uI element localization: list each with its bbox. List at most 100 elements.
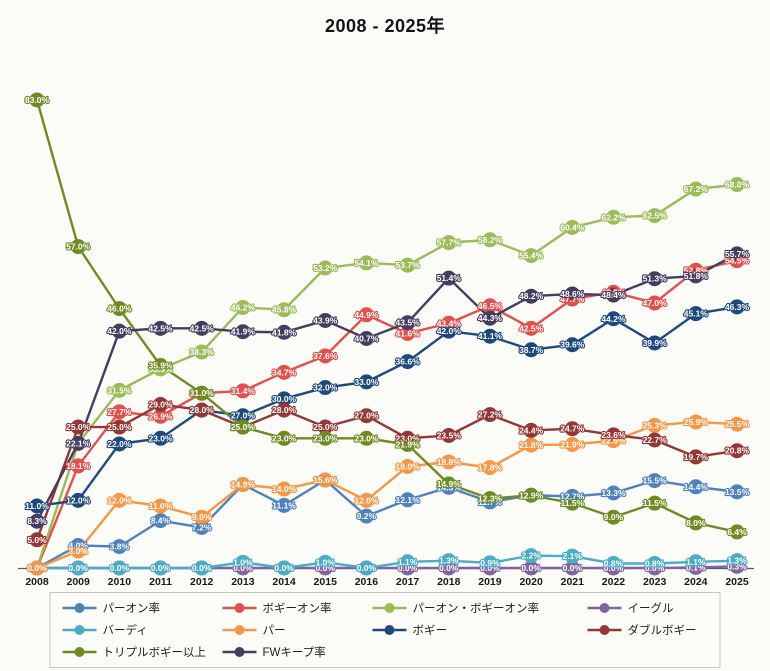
data-label: 42.5% (148, 323, 173, 333)
data-label: 27.2% (478, 410, 503, 420)
data-point (276, 391, 292, 407)
data-label: 0.0% (357, 563, 377, 573)
data-point (153, 396, 169, 412)
data-label: 25.5% (725, 419, 750, 429)
data-label: 1.3% (439, 556, 459, 566)
data-label: 8.0% (686, 518, 706, 528)
data-label: 46.3% (725, 302, 750, 312)
legend-marker-icon (62, 647, 97, 657)
data-label: 17.8% (478, 463, 503, 473)
data-label: 25.0% (231, 422, 256, 432)
data-point (70, 239, 86, 255)
legend-item: ボギーオン率 (222, 600, 373, 616)
data-point (111, 436, 127, 452)
data-label: 48.6% (560, 289, 585, 299)
data-label: 12.1% (396, 495, 421, 505)
data-point (111, 301, 127, 317)
data-point (235, 477, 251, 493)
series-line (35, 478, 739, 570)
data-label: 0.0% (480, 563, 500, 573)
data-point (194, 402, 210, 418)
series-line (35, 252, 739, 523)
data-label: 31.0% (190, 388, 215, 398)
data-point (317, 430, 333, 446)
data-point (523, 248, 539, 264)
data-point (29, 513, 45, 529)
data-point (29, 92, 45, 108)
data-label: 2.2% (521, 551, 541, 561)
data-label: 27.0% (231, 411, 256, 421)
data-point (482, 491, 498, 507)
data-label: 53.7% (396, 260, 421, 270)
data-label: 14.0% (272, 484, 297, 494)
data-label: 21.8% (519, 440, 544, 450)
data-point (358, 307, 374, 323)
data-point (70, 435, 86, 451)
data-label: 3.8% (110, 542, 130, 552)
data-label: 44.2% (601, 314, 626, 324)
data-label: 27.0% (354, 411, 379, 421)
series-line (35, 98, 739, 534)
data-label: 48.2% (519, 291, 544, 301)
data-point (358, 492, 374, 508)
data-point (605, 427, 621, 443)
data-point (111, 539, 127, 555)
data-point (729, 299, 745, 315)
data-label: 0.0% (110, 563, 130, 573)
data-point (317, 348, 333, 364)
data-point (153, 408, 169, 424)
data-point (688, 181, 704, 197)
legend-item: バーディ (62, 622, 223, 638)
data-label: 0.0% (563, 563, 583, 573)
x-axis-label: 2023 (643, 576, 667, 588)
data-point (523, 487, 539, 503)
data-label: 25.0% (107, 422, 132, 432)
legend-marker-icon (62, 625, 97, 635)
data-point (523, 422, 539, 438)
data-label: 0.1% (686, 562, 706, 572)
data-label: 1.3% (727, 556, 747, 566)
data-label: 60.4% (560, 222, 585, 232)
data-point (441, 427, 457, 443)
legend-marker-icon (222, 625, 257, 635)
data-label: 31.4% (231, 386, 256, 396)
data-point (441, 476, 457, 492)
x-axis-label: 2021 (561, 576, 585, 588)
data-label: 25.0% (231, 422, 256, 432)
data-point (111, 323, 127, 339)
data-label: 0.0% (233, 563, 253, 573)
data-point (235, 554, 251, 570)
legend-label: ボギー (412, 625, 448, 637)
legend-item: パーオン率 (62, 600, 223, 616)
data-point (482, 328, 498, 344)
legend-label: ボギーオン率 (262, 603, 332, 615)
data-label: 35.3% (148, 364, 173, 374)
data-label: 34.7% (272, 367, 297, 377)
data-label: 23.0% (272, 433, 297, 443)
x-axis-label: 2024 (684, 576, 708, 588)
legend-label: パーオン・ボギーオン率 (412, 603, 540, 615)
data-label: 4.0% (68, 540, 88, 550)
x-axis-label: 2013 (231, 576, 255, 588)
data-point (482, 555, 498, 571)
data-point (564, 337, 580, 353)
data-label: 54.1% (354, 258, 379, 268)
data-label: 8.3% (27, 516, 47, 526)
data-label: 58.2% (478, 235, 503, 245)
data-point (647, 295, 663, 311)
data-point (111, 382, 127, 398)
data-label: 47.7% (560, 294, 585, 304)
data-label: 44.9% (354, 310, 379, 320)
data-label: 29.0% (148, 399, 173, 409)
legend-marker-icon (222, 603, 257, 613)
legend-label: トリプルボギー以上 (102, 647, 207, 659)
data-label: 62.5% (643, 211, 668, 221)
data-point (111, 404, 127, 420)
data-label: 0.0% (27, 563, 47, 573)
data-point (647, 417, 663, 433)
data-point (688, 554, 704, 570)
data-point (482, 298, 498, 314)
data-point (317, 554, 333, 570)
data-label: 12.9% (519, 490, 544, 500)
data-label: 12.9% (519, 490, 544, 500)
